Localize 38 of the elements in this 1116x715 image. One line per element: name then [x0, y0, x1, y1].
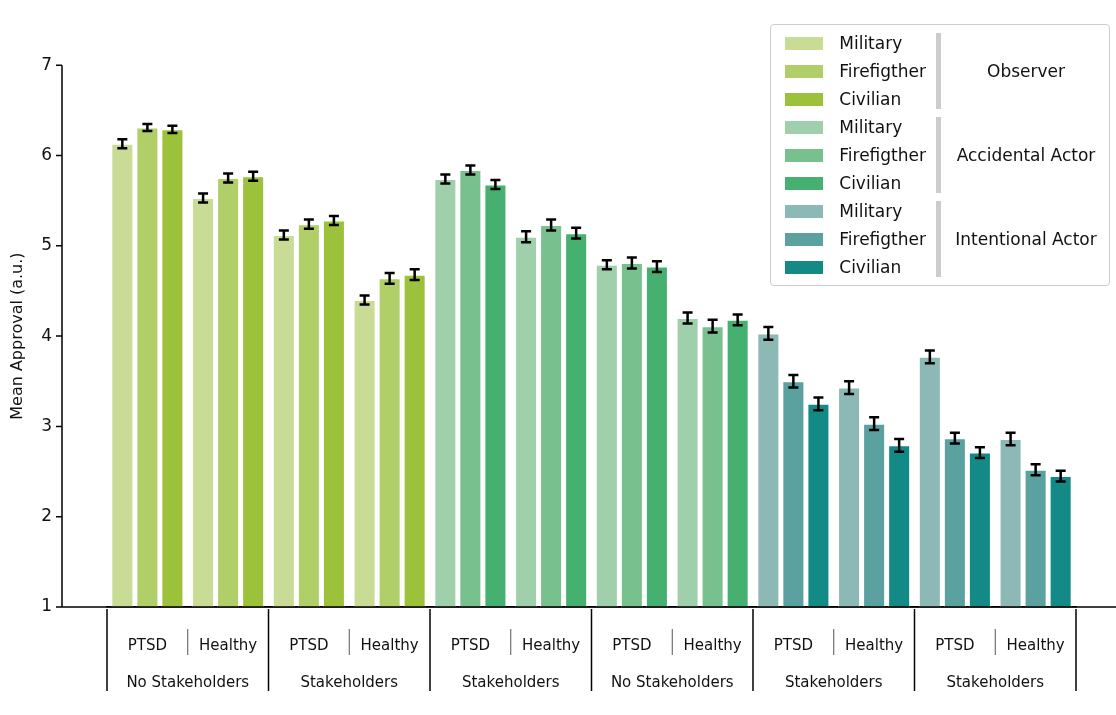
- annotation: Intentional Actor: [954, 229, 1098, 249]
- legend-label: Military: [839, 117, 903, 137]
- text: Stakeholders: [946, 673, 1045, 691]
- legend-label: Firefigther: [839, 145, 926, 165]
- legend-label: Military: [839, 33, 903, 53]
- x-tick-label: PTSD: [935, 635, 975, 654]
- y-tick-label: 5: [41, 234, 52, 255]
- legend-label: Firefigther: [839, 229, 926, 249]
- text: Stakeholders: [461, 673, 560, 691]
- annotation: Observer: [986, 61, 1066, 81]
- x-tick-label: PTSD: [773, 635, 814, 654]
- y-tick-label: 1: [41, 595, 52, 616]
- x-tick-label: Healthy: [845, 635, 904, 654]
- x-tick-label: Healthy: [199, 635, 258, 654]
- y-tick-label: 4: [41, 324, 52, 345]
- annotation: Accidental Actor: [955, 145, 1097, 165]
- legend-label: Civilian: [839, 89, 902, 109]
- x-tick-label: PTSD: [612, 635, 652, 654]
- legend-label: Military: [839, 201, 903, 221]
- text: Stakeholders: [300, 673, 399, 691]
- x-tick-label: Healthy: [1006, 635, 1065, 654]
- y-tick-label: 3: [41, 414, 52, 435]
- text: Stakeholders: [784, 673, 883, 691]
- x-tick-label: Healthy: [360, 635, 419, 654]
- text: No Stakeholders: [610, 673, 734, 691]
- y-tick-label: 2: [41, 505, 52, 526]
- legend-label: Firefigther: [839, 61, 926, 81]
- x-tick-label: PTSD: [450, 635, 491, 654]
- y-tick-label: 7: [41, 53, 52, 74]
- text: No Stakeholders: [126, 673, 250, 691]
- legend-label: Civilian: [839, 173, 902, 193]
- y-tick-label: 6: [41, 143, 52, 164]
- x-tick-label: PTSD: [289, 635, 329, 654]
- legend-label: Civilian: [839, 257, 902, 277]
- x-tick-label: Healthy: [522, 635, 581, 654]
- x-tick-label: PTSD: [127, 635, 168, 654]
- x-tick-label: Healthy: [683, 635, 742, 654]
- y-axis-title: Mean Approval (a.u.): [6, 252, 26, 420]
